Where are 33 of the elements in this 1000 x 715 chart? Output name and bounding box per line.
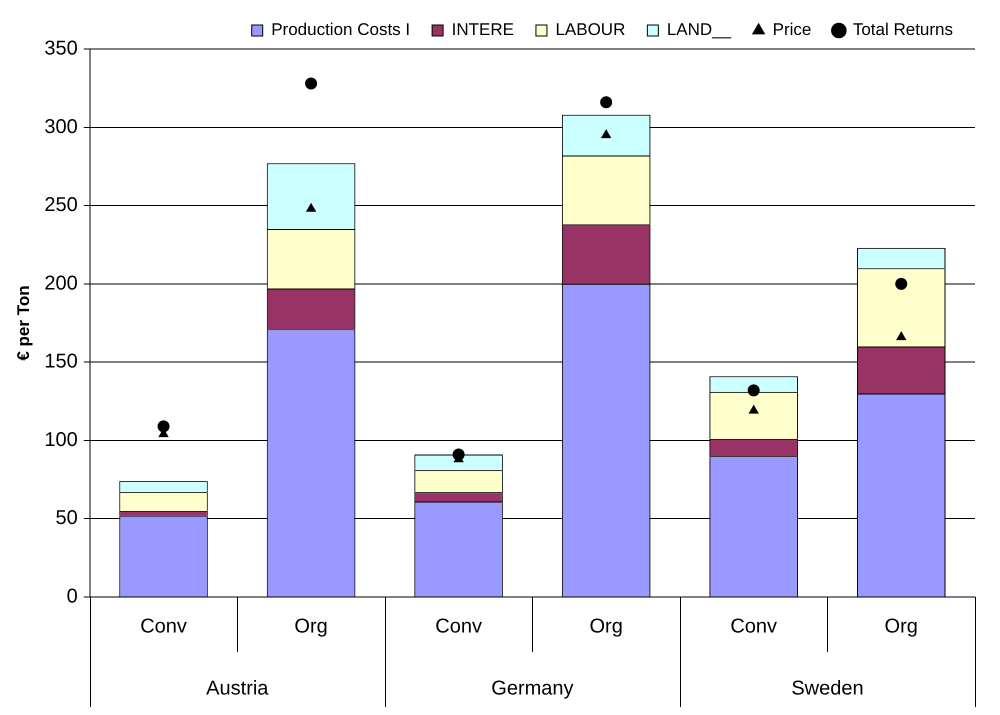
- y-axis-title: € per Ton: [14, 285, 33, 361]
- x-tick-label: Org: [884, 616, 918, 638]
- y-tick-label: 350: [44, 38, 78, 60]
- x-tick-label: Org: [589, 616, 623, 638]
- point: [305, 77, 318, 90]
- y-tick-label: 0: [66, 586, 78, 608]
- x-tick-label: Conv: [730, 616, 778, 638]
- y-tick-label: 300: [44, 116, 78, 138]
- legend-label: INTERE: [452, 20, 514, 40]
- point: [158, 420, 170, 432]
- x-tick-label: Org: [294, 616, 328, 638]
- x-tick-label: Conv: [435, 616, 482, 638]
- point: [895, 278, 908, 290]
- point: [896, 331, 906, 340]
- point: [600, 129, 612, 138]
- text: Austria: [206, 678, 270, 700]
- legend-label: LABOUR: [555, 20, 626, 40]
- y-tick-label: 250: [44, 194, 78, 216]
- legend-label: Total Returns: [852, 20, 954, 40]
- x-tick-label: Conv: [140, 616, 187, 638]
- y-tick-label: 150: [44, 350, 78, 373]
- y-tick-label: 200: [44, 272, 78, 294]
- legend-label: LAND__: [666, 20, 732, 40]
- point: [600, 96, 612, 108]
- text: Germany: [491, 678, 574, 700]
- point: [748, 404, 759, 414]
- point: [306, 202, 316, 212]
- text: Sweden: [791, 678, 864, 700]
- y-tick-label: 50: [56, 507, 78, 530]
- legend-label: Price: [772, 20, 812, 40]
- y-tick-label: 100: [44, 428, 78, 451]
- point: [748, 384, 760, 396]
- legend-label: Production Costs I: [271, 20, 410, 40]
